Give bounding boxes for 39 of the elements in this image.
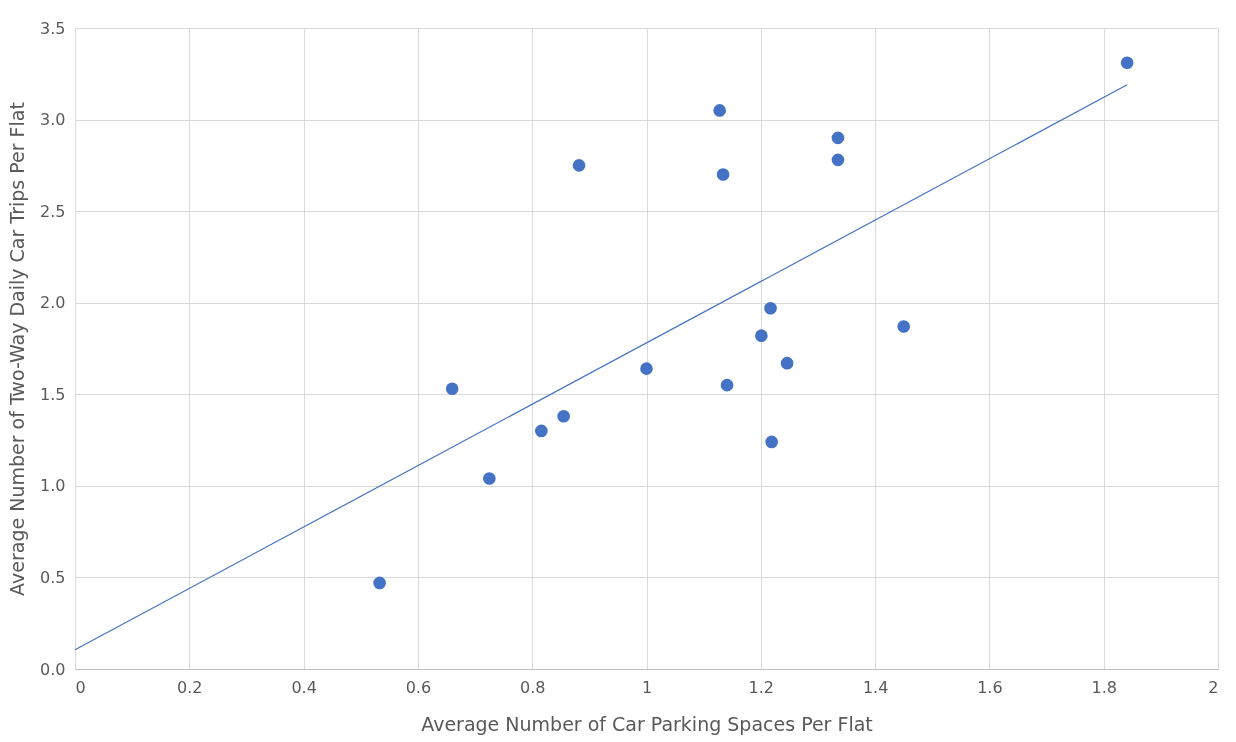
x-tick-label: 0.2 [177,677,203,697]
y-tick-label: 2.5 [40,201,66,221]
x-tick-label: 1.2 [748,677,775,697]
point [1120,56,1134,70]
point [780,356,794,370]
point [557,409,570,423]
y-tick-label: 0.5 [40,567,66,587]
point [764,301,777,315]
x-tick-label: 0.8 [519,677,546,697]
y-tick-label: 0.0 [40,659,66,679]
point [535,424,548,438]
point [572,159,586,172]
point [831,131,845,145]
x-axis-title: Average Number of Car Parking Spaces Per Flat [421,712,873,735]
point [755,329,768,342]
point [831,153,845,167]
point [373,576,386,590]
x-tick-label: 0.6 [405,677,432,697]
y-tick-label: 3.5 [40,18,66,38]
point [720,378,734,392]
x-tick-label: 2 [1208,677,1219,697]
point [713,104,726,117]
x-tick-label: 0 [75,677,86,697]
point [716,168,730,181]
point [483,472,496,485]
point [765,435,778,449]
x-tick-label: 1 [641,677,653,697]
point [640,362,653,375]
point [445,382,459,396]
y-tick-label: 3.0 [40,110,66,130]
x-tick-label: 1.6 [977,677,1003,697]
x-tick-label: 0.4 [291,677,317,697]
y-tick-label: 1.0 [40,476,66,496]
x-tick-label: 1.4 [862,677,889,697]
y-axis-title: Average Number of Two-Way Daily Car Trips Per Flat [6,102,29,596]
point [897,320,910,333]
x-tick-label: 1.8 [1091,677,1117,697]
y-tick-label: 2.0 [40,293,66,313]
y-tick-label: 1.5 [40,384,66,404]
